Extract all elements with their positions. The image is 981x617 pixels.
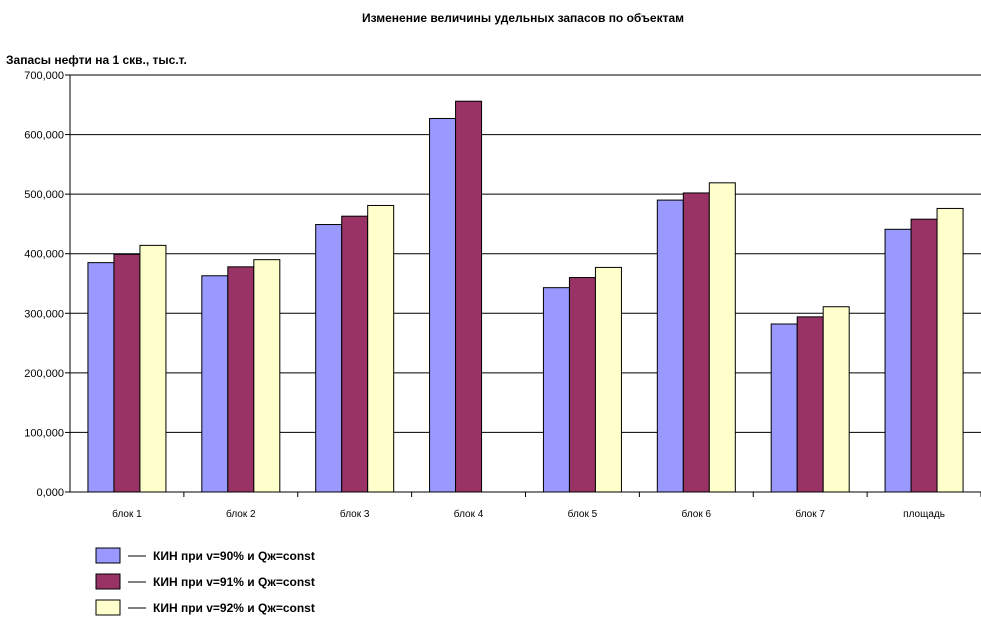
bars	[87, 100, 964, 493]
bar	[568, 277, 596, 493]
bar	[315, 224, 343, 493]
y-tick-label: 600,000	[24, 130, 64, 142]
y-tick-label: 0,000	[36, 487, 64, 499]
y-tick-label: 700,000	[24, 70, 64, 82]
bar	[139, 244, 167, 493]
bar	[796, 316, 824, 493]
bar	[682, 192, 710, 493]
bar	[770, 323, 798, 493]
bar	[708, 182, 736, 493]
x-tick-label: блок 7	[795, 508, 825, 520]
bar	[341, 215, 369, 493]
bar	[542, 287, 570, 493]
bar	[910, 218, 938, 493]
x-tick-label: блок 3	[340, 508, 370, 520]
bar	[87, 262, 115, 493]
x-tick-label: блок 5	[568, 508, 598, 520]
bar	[227, 266, 255, 493]
legend-label: КИН при v=90% и Qж=const	[153, 549, 315, 563]
y-tick-labels: 0,000 100,000 200,000 300,000 400,000 500,000…	[24, 70, 70, 499]
bar	[253, 259, 281, 493]
bar	[936, 207, 964, 493]
legend-swatch	[95, 599, 121, 616]
bar	[367, 204, 395, 493]
bar	[884, 228, 912, 493]
legend-label: КИН при v=92% и Qж=const	[153, 601, 315, 615]
bar	[455, 100, 483, 493]
x-tick-label: блок 4	[454, 508, 484, 520]
bar	[656, 199, 684, 493]
bar	[113, 253, 141, 493]
legend: КИН при v=90% и Qж=const КИН при v=91% и …	[95, 547, 315, 616]
bar	[201, 275, 229, 493]
bar	[429, 117, 457, 493]
x-tick-labels: блок 1 блок 2 блок 3 блок 4 блок 5 блок 6 блок…	[112, 492, 981, 520]
x-tick-label: блок 1	[112, 508, 142, 520]
y-axis-label: Запасы нефти на 1 скв., тыс.т.	[6, 53, 187, 67]
bar	[594, 266, 622, 493]
chart-title: Изменение величины удельных запасов по о…	[362, 11, 684, 25]
legend-label: КИН при v=91% и Qж=const	[153, 575, 315, 589]
x-tick-label: блок 2	[226, 508, 256, 520]
bar	[822, 306, 850, 493]
y-tick-label: 100,000	[24, 427, 64, 439]
y-tick-label: 500,000	[24, 189, 64, 201]
x-tick-label: блок 6	[682, 508, 712, 520]
y-tick-label: 300,000	[24, 308, 64, 320]
y-tick-label: 200,000	[24, 368, 64, 380]
y-tick-label: 400,000	[24, 249, 64, 261]
x-tick-label: площадь	[903, 509, 945, 520]
legend-swatch	[95, 573, 121, 590]
legend-swatch	[95, 547, 121, 564]
